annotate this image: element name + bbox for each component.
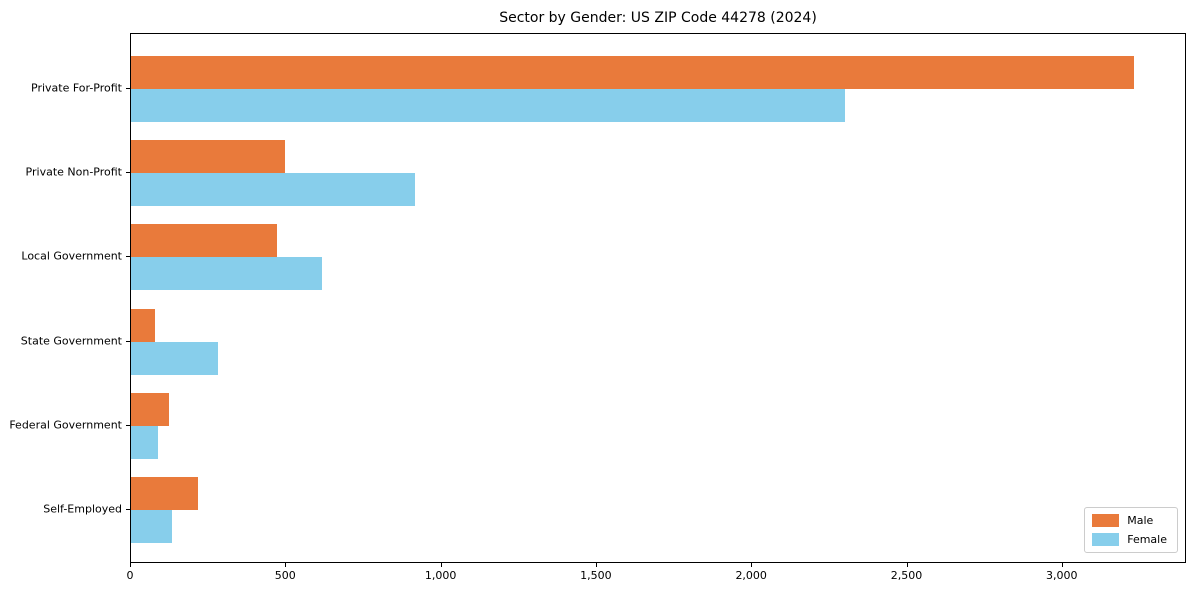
bar-male-private-non-profit (131, 140, 285, 174)
chart-title: Sector by Gender: US ZIP Code 44278 (202… (499, 10, 817, 26)
x-axis-tick (285, 563, 287, 567)
y-axis-label-private-non-profit: Private Non-Profit (25, 165, 122, 179)
plot-area: Male Female (130, 33, 1186, 563)
bar-male-private-for-profit (131, 56, 1135, 89)
y-axis-tick (126, 340, 130, 342)
y-axis-tick (126, 256, 130, 258)
bar-female-state-government (131, 341, 218, 375)
bar-male-state-government (131, 308, 155, 342)
x-axis-tick (130, 563, 131, 567)
legend-item-female: Female (1092, 533, 1167, 546)
x-axis-tick (751, 563, 753, 567)
x-axis-tick (440, 563, 442, 567)
x-axis-tick-label: 0 (126, 569, 134, 582)
bar-male-self-employed (131, 477, 198, 510)
legend-item-male: Male (1092, 514, 1167, 527)
y-axis-label-federal-government: Federal Government (9, 418, 122, 432)
y-axis-tick (126, 172, 130, 174)
bar-female-private-for-profit (131, 89, 846, 122)
y-axis-label-private-for-profit: Private For-Profit (31, 81, 122, 95)
y-axis-tick (126, 509, 130, 510)
y-axis-tick (126, 424, 130, 426)
bar-female-federal-government (131, 425, 158, 459)
y-axis-label-self-employed: Self-Employed (43, 502, 122, 516)
x-axis-tick (595, 563, 597, 567)
male-color-swatch (1092, 514, 1120, 527)
bar-male-federal-government (131, 392, 169, 426)
x-axis-tick (906, 563, 908, 567)
bar-female-private-non-profit (131, 173, 416, 207)
y-axis-label-state-government: State Government (20, 334, 122, 348)
female-color-swatch (1092, 533, 1120, 546)
bar-female-self-employed (131, 510, 172, 543)
y-axis-label-local-government: Local Government (21, 249, 122, 263)
x-axis-tick-label: 1,000 (424, 569, 457, 582)
y-axis-tick (126, 88, 130, 89)
x-axis-tick-label: 3,000 (1046, 569, 1078, 582)
bar-male-local-government (131, 224, 277, 258)
legend: Male Female (1084, 507, 1178, 553)
x-axis-tick-label: 2,500 (890, 569, 923, 582)
x-axis-tick-label: 1,500 (580, 569, 612, 582)
x-axis-tick (1061, 563, 1063, 567)
legend-label-male: Male (1127, 514, 1154, 527)
x-axis-tick-label: 500 (274, 569, 296, 582)
legend-label-female: Female (1127, 533, 1167, 546)
bar-female-local-government (131, 257, 322, 291)
x-axis-tick-label: 2,000 (735, 569, 767, 582)
